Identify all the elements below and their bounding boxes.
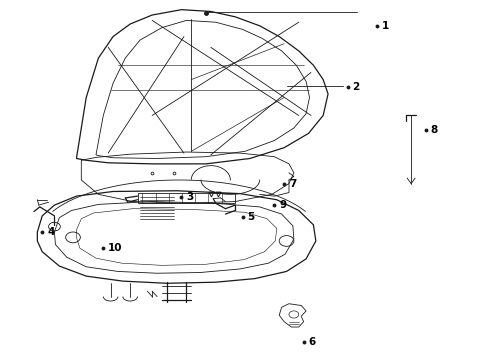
Text: 4: 4 bbox=[47, 227, 54, 237]
Text: 10: 10 bbox=[108, 243, 122, 253]
Text: 2: 2 bbox=[352, 82, 360, 92]
Text: 9: 9 bbox=[279, 200, 286, 210]
Text: 3: 3 bbox=[186, 192, 194, 202]
Text: 6: 6 bbox=[309, 337, 316, 347]
Text: 7: 7 bbox=[289, 179, 296, 189]
Text: 1: 1 bbox=[382, 21, 389, 31]
Text: 5: 5 bbox=[247, 212, 255, 221]
Text: 8: 8 bbox=[431, 125, 438, 135]
